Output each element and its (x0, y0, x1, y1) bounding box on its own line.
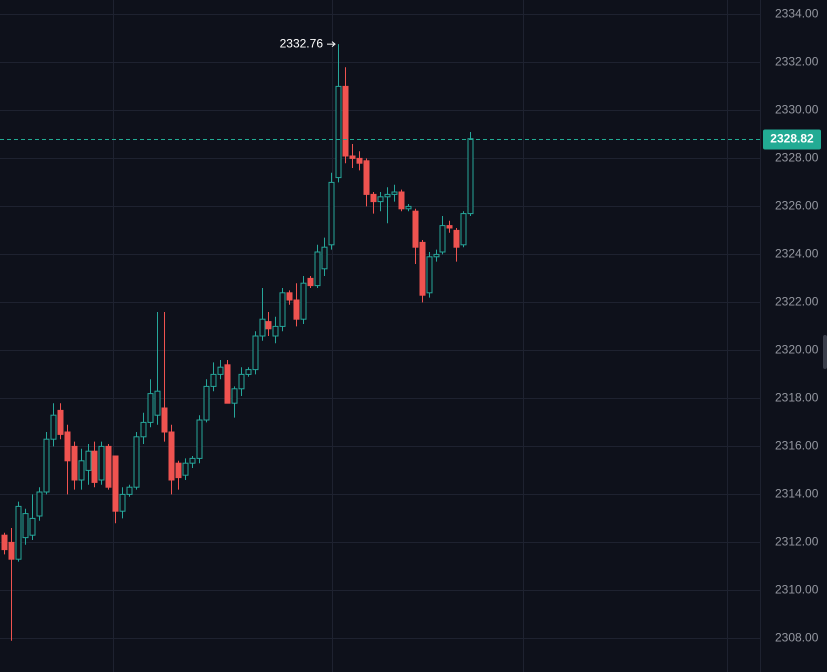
candle-body (224, 364, 231, 404)
candle-body (405, 205, 412, 210)
candle-body (314, 251, 321, 287)
y-tick-label: 2326.00 (775, 199, 819, 213)
candle-body (57, 409, 64, 435)
y-tick-label: 2314.00 (775, 487, 819, 501)
candle-body (78, 460, 85, 481)
y-tick-label: 2310.00 (775, 583, 819, 597)
candle-body (370, 193, 377, 203)
candle-body (293, 299, 300, 320)
candle-body (203, 385, 210, 421)
last-price-label: 2328.82 (770, 132, 814, 146)
y-tick-label: 2318.00 (775, 391, 819, 405)
candle-body (175, 462, 182, 479)
candle-body (112, 455, 119, 512)
candle-body (8, 541, 15, 560)
candle-body (245, 369, 252, 375)
candle-body (85, 450, 92, 471)
y-tick-label: 2312.00 (775, 535, 819, 549)
candle-body (439, 225, 446, 253)
candle-body (168, 431, 175, 481)
candle-body (252, 335, 259, 371)
candle-body (210, 373, 217, 387)
candle-body (189, 457, 196, 464)
candle-body (446, 225, 453, 229)
candle-body (43, 438, 50, 493)
candle-body (105, 445, 112, 488)
y-tick-label: 2324.00 (775, 247, 819, 261)
scroll-handle[interactable] (823, 335, 827, 369)
candle-body (467, 138, 474, 215)
candle-body (398, 191, 405, 210)
y-tick-label: 2332.00 (775, 55, 819, 69)
candle-body (182, 462, 189, 476)
y-tick-label: 2316.00 (775, 439, 819, 453)
candle-body (342, 85, 349, 157)
y-tick-label: 2322.00 (775, 295, 819, 309)
high-annotation: 2332.76 (280, 36, 324, 50)
candle-body (147, 393, 154, 423)
candle-body (460, 213, 467, 246)
candle-body (412, 210, 419, 248)
candle-body (384, 193, 391, 198)
candle-body (433, 253, 440, 258)
candle-body (161, 407, 168, 433)
candle-body (29, 517, 36, 536)
y-tick-label: 2328.00 (775, 151, 819, 165)
y-tick-label: 2330.00 (775, 103, 819, 117)
candle-body (119, 493, 126, 512)
candle-body (349, 155, 356, 159)
candle-body (453, 229, 460, 248)
candle-body (50, 414, 57, 440)
candle-body (328, 181, 335, 246)
candle-body (279, 292, 286, 327)
candle-body (307, 277, 314, 287)
y-tick-label: 2308.00 (775, 631, 819, 645)
candle-body (126, 486, 133, 495)
candle-body (426, 256, 433, 294)
candle-body (91, 450, 98, 483)
candle-body (265, 321, 272, 330)
y-tick-label: 2334.00 (775, 7, 819, 21)
candle-body (321, 246, 328, 270)
candle-body (64, 431, 71, 462)
candle-body (377, 196, 384, 203)
candle-body (286, 292, 293, 301)
candle-body (391, 191, 398, 195)
candle-body (1, 534, 8, 551)
candle-body (133, 436, 140, 488)
candle-body (140, 421, 147, 438)
candle-body (154, 390, 161, 416)
y-tick-label: 2320.00 (775, 343, 819, 357)
candle-body (300, 282, 307, 320)
candle-body (272, 325, 279, 337)
candle-body (238, 373, 245, 390)
candle-body (217, 366, 224, 375)
vertical-grid (113, 0, 728, 672)
candle-body (71, 445, 78, 481)
last-price-badge (763, 129, 821, 150)
candle-body (15, 505, 22, 560)
candle-body (356, 157, 363, 164)
candle-body (335, 85, 342, 179)
candle-body (36, 491, 43, 517)
candle-body (196, 419, 203, 459)
candle-body (231, 388, 238, 404)
candle-body (419, 241, 426, 296)
candle-body (259, 318, 266, 337)
candle-body (363, 160, 370, 195)
candle-body (98, 445, 105, 481)
candle-body (22, 513, 29, 539)
annotation-arrow-head (331, 41, 336, 48)
